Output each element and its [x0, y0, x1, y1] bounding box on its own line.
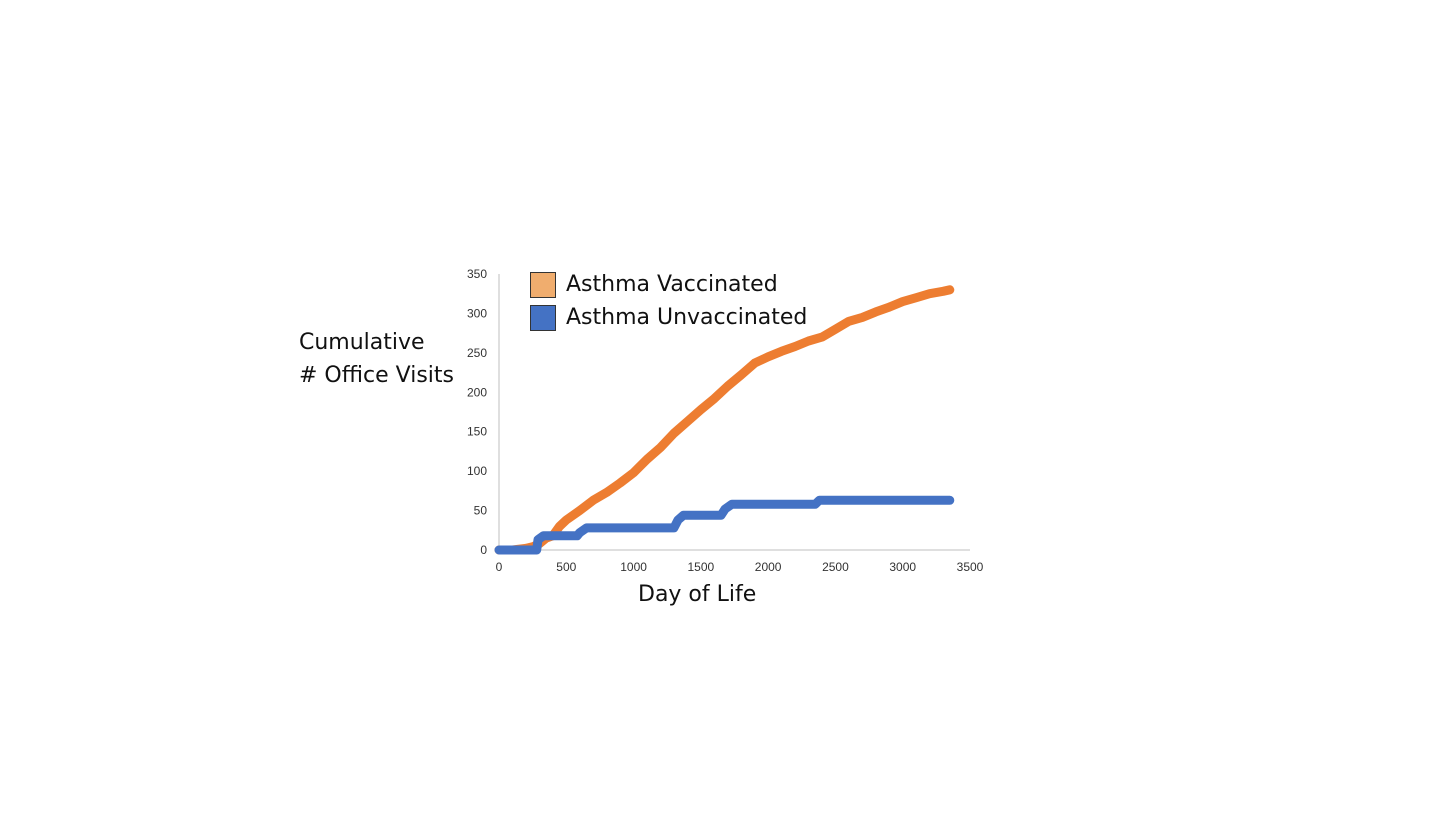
x-tick-label: 0: [496, 560, 503, 574]
series-line-unvaccinated: [494, 495, 955, 555]
legend: Asthma Vaccinated Asthma Unvaccinated: [530, 268, 807, 334]
y-axis-label: Cumulative # Office Visits: [299, 326, 454, 392]
y-tick-label: 350: [467, 267, 487, 281]
legend-swatch-vaccinated: [530, 271, 556, 298]
y-tick-label: 300: [467, 306, 487, 320]
y-tick-label: 0: [480, 543, 487, 557]
y-tick-label: 150: [467, 425, 487, 439]
x-tick-label: 1000: [620, 560, 647, 574]
legend-swatch-unvaccinated: [530, 304, 556, 331]
legend-item-unvaccinated: Asthma Unvaccinated: [530, 301, 807, 334]
y-axis-label-line-1: Cumulative: [299, 330, 425, 355]
x-axis-label: Day of Life: [638, 582, 757, 607]
legend-label-vaccinated: Asthma Vaccinated: [566, 272, 778, 297]
y-tick-label: 50: [474, 504, 488, 518]
x-tick-label: 500: [556, 560, 576, 574]
legend-item-vaccinated: Asthma Vaccinated: [530, 268, 807, 301]
x-tick-label: 1500: [688, 560, 715, 574]
x-tick-label: 2500: [822, 560, 849, 574]
x-tick-label: 3500: [957, 560, 984, 574]
y-axis-label-line-2: # Office Visits: [299, 363, 454, 388]
y-tick-label: 250: [467, 346, 487, 360]
legend-label-unvaccinated: Asthma Unvaccinated: [566, 305, 808, 330]
x-tick-label: 2000: [755, 560, 782, 574]
x-tick-label: 3000: [889, 560, 916, 574]
y-tick-label: 100: [467, 464, 487, 478]
y-tick-label: 200: [467, 385, 487, 399]
